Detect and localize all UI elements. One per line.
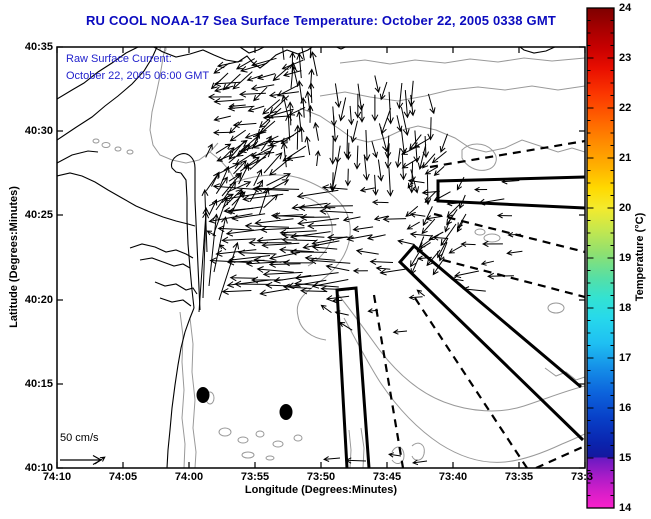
x-tick-label: 73:3 xyxy=(570,471,594,483)
y-tick-label: 40:35 xyxy=(24,41,53,53)
axes-box xyxy=(56,46,586,469)
colorbar-tick-label: 14 xyxy=(619,502,632,514)
overlay-annotation-line1: Raw Surface Current: xyxy=(66,53,172,65)
colorbar-tick-label: 18 xyxy=(619,302,632,314)
x-tick-label: 74:05 xyxy=(108,471,138,483)
colorbar-tick-label: 19 xyxy=(619,252,632,264)
colorbar-tick-label: 24 xyxy=(619,2,632,14)
coastline xyxy=(57,47,557,468)
x-tick-label: 73:45 xyxy=(372,471,402,483)
figure-title: RU COOL NOAA-17 Sea Surface Temperature:… xyxy=(85,13,557,28)
colorbar-tick-label: 15 xyxy=(619,452,632,464)
survey-wedge-outlines xyxy=(335,175,585,468)
velocity-scale-label: 50 cm/s xyxy=(60,432,99,444)
colorbar-label: Temperature (°C) xyxy=(634,212,646,302)
dashed-transect-lines xyxy=(372,139,585,468)
map-content xyxy=(57,47,585,468)
current-vectors xyxy=(94,47,523,466)
station-dots xyxy=(196,387,293,420)
x-axis-label: Longitude (Degrees:Minutes) xyxy=(244,484,398,496)
overlay-annotation-line2: October 22, 2005 06:00 GMT xyxy=(66,70,210,82)
velocity-scale-arrow xyxy=(60,454,103,466)
colorbar-tick-label: 23 xyxy=(619,52,632,64)
x-tick-label: 73:35 xyxy=(504,471,534,483)
colorbar-tick-label: 21 xyxy=(619,152,632,164)
y-tick-label: 40:15 xyxy=(24,378,53,390)
colorbar-tick-label: 22 xyxy=(619,102,632,114)
colorbar-tick-label: 16 xyxy=(619,402,632,414)
x-tick-label: 74:10 xyxy=(42,471,72,483)
x-tick-label: 73:40 xyxy=(438,471,468,483)
y-tick-label: 40:25 xyxy=(24,209,53,221)
x-tick-label: 73:50 xyxy=(306,471,336,483)
y-tick-label: 40:30 xyxy=(24,125,53,137)
colorbar-tick-label: 17 xyxy=(619,352,632,364)
colorbar-tick-label: 20 xyxy=(619,202,632,214)
x-tick-label: 74:00 xyxy=(174,471,204,483)
y-axis-label: Latitude (Degrees:Minutes) xyxy=(8,186,20,328)
y-tick-label: 40:20 xyxy=(24,294,53,306)
colorbar xyxy=(586,7,615,509)
y-tick-label: 40:10 xyxy=(24,462,53,474)
x-tick-label: 73:55 xyxy=(240,471,270,483)
